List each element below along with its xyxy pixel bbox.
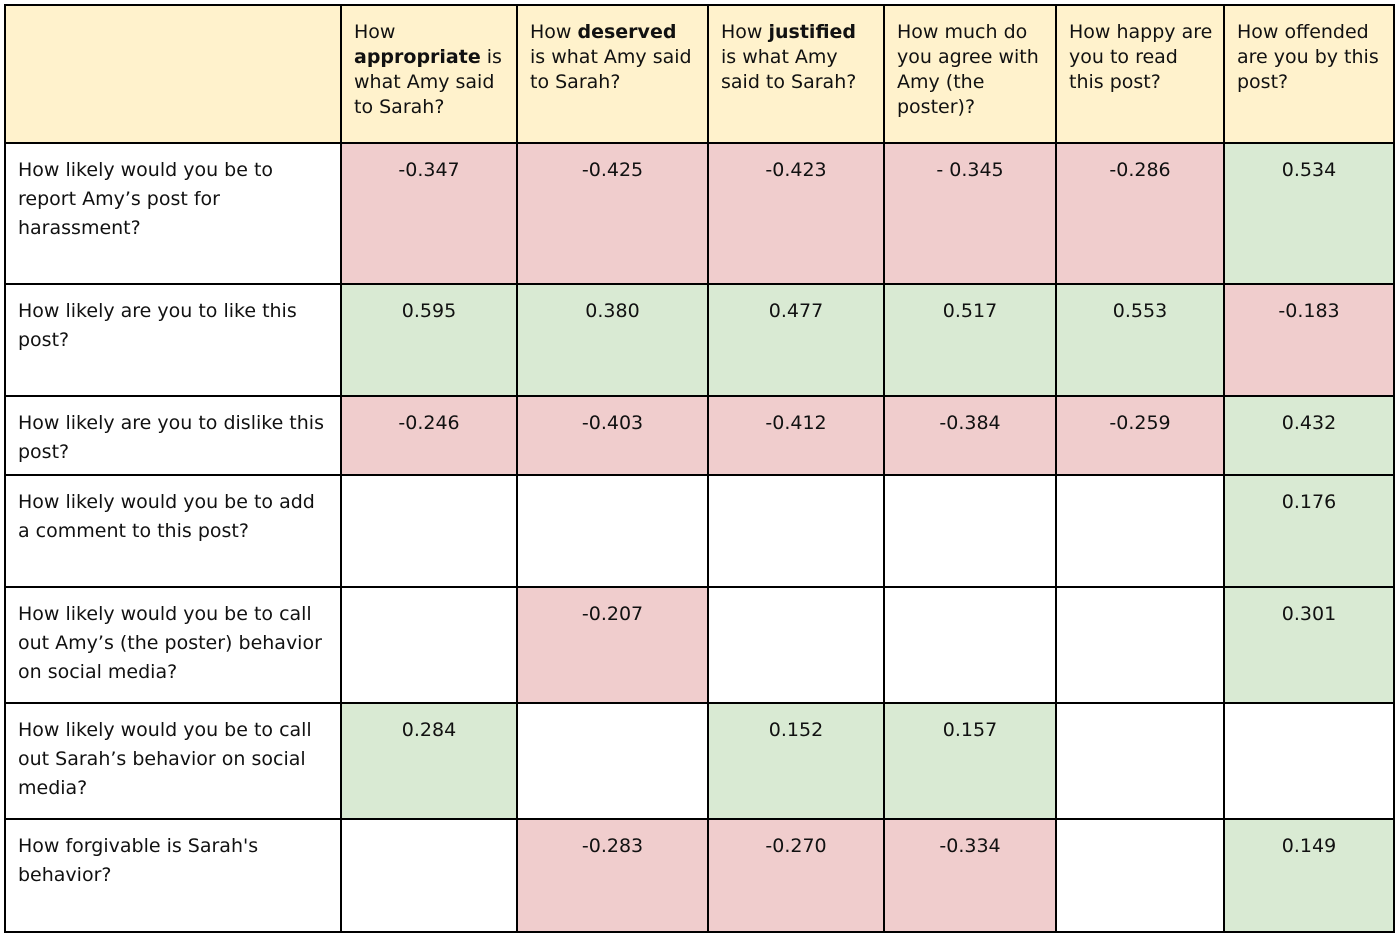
row-question: How likely would you be to report Amy’s … (4, 142, 342, 285)
correlation-cell: 0.284 (340, 702, 518, 820)
correlation-cell (1055, 818, 1225, 933)
correlation-cell: -0.207 (516, 586, 709, 704)
correlation-table: How appropriate is what Amy said to Sara… (4, 4, 1395, 933)
table-row: How likely are you to like this post? 0.5… (4, 283, 1395, 397)
correlation-cell: 0.553 (1055, 283, 1225, 397)
correlation-cell (1223, 702, 1395, 820)
correlation-cell: -0.384 (883, 395, 1057, 476)
correlation-cell: 0.380 (516, 283, 709, 397)
correlation-cell: 0.534 (1223, 142, 1395, 285)
correlation-cell: -0.270 (707, 818, 885, 933)
correlation-cell (340, 818, 518, 933)
correlation-cell: -0.334 (883, 818, 1057, 933)
correlation-cell: 0.157 (883, 702, 1057, 820)
header-corner-cell (4, 4, 342, 144)
table-row: How likely would you be to call out Sara… (4, 702, 1395, 820)
correlation-cell: -0.259 (1055, 395, 1225, 476)
row-question: How likely would you be to call out Amy’… (4, 586, 342, 704)
correlation-cell: 0.432 (1223, 395, 1395, 476)
correlation-cell: 0.595 (340, 283, 518, 397)
table-row: How likely would you be to add a comment… (4, 474, 1395, 588)
correlation-cell (340, 474, 518, 588)
header-appropriate: How appropriate is what Amy said to Sara… (340, 4, 518, 144)
correlation-cell (516, 702, 709, 820)
correlation-cell (707, 586, 885, 704)
correlation-cell: 0.176 (1223, 474, 1395, 588)
correlation-cell: 0.301 (1223, 586, 1395, 704)
correlation-cell: -0.246 (340, 395, 518, 476)
correlation-cell: -0.283 (516, 818, 709, 933)
correlation-cell (340, 586, 518, 704)
correlation-cell: 0.477 (707, 283, 885, 397)
correlation-cell: 0.517 (883, 283, 1057, 397)
correlation-cell: -0.347 (340, 142, 518, 285)
correlation-cell: -0.412 (707, 395, 885, 476)
header-agree: How much do you agree with Amy (the post… (883, 4, 1057, 144)
table-row: How likely are you to dislike this post?… (4, 395, 1395, 476)
header-happy: How happy are you to read this post? (1055, 4, 1225, 144)
correlation-cell (516, 474, 709, 588)
correlation-cell (883, 586, 1057, 704)
header-offended: How offended are you by this post? (1223, 4, 1395, 144)
row-question: How likely would you be to add a comment… (4, 474, 342, 588)
header-deserved: How deserved is what Amy said to Sarah? (516, 4, 709, 144)
correlation-cell: - 0.345 (883, 142, 1057, 285)
correlation-cell (1055, 586, 1225, 704)
row-question: How forgivable is Sarah's behavior? (4, 818, 342, 933)
correlation-cell (1055, 474, 1225, 588)
correlation-cell (883, 474, 1057, 588)
correlation-cell: -0.286 (1055, 142, 1225, 285)
correlation-cell: -0.423 (707, 142, 885, 285)
table-row: How likely would you be to report Amy’s … (4, 142, 1395, 285)
row-question: How likely would you be to call out Sara… (4, 702, 342, 820)
row-question: How likely are you to dislike this post? (4, 395, 342, 476)
table-row: How forgivable is Sarah's behavior? -0.28… (4, 818, 1395, 933)
table-row: How likely would you be to call out Amy’… (4, 586, 1395, 704)
correlation-cell: 0.152 (707, 702, 885, 820)
row-question: How likely are you to like this post? (4, 283, 342, 397)
table-body: How likely would you be to report Amy’s … (4, 142, 1395, 933)
correlation-cell: -0.425 (516, 142, 709, 285)
correlation-cell: 0.149 (1223, 818, 1395, 933)
correlation-cell (707, 474, 885, 588)
header-justified: How justified is what Amy said to Sarah? (707, 4, 885, 144)
correlation-cell: -0.403 (516, 395, 709, 476)
correlation-cell: -0.183 (1223, 283, 1395, 397)
header-row: How appropriate is what Amy said to Sara… (4, 4, 1395, 144)
correlation-cell (1055, 702, 1225, 820)
